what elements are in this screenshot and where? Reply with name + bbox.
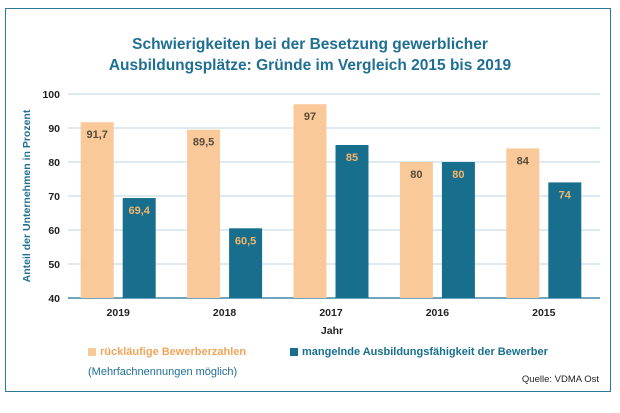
- legend-swatch-lacking-training-ability: [290, 348, 298, 356]
- y-tick-label-70: 70: [48, 191, 60, 203]
- multiple-answers-note: (Mehrfachnennungen möglich): [88, 366, 238, 378]
- bar-lacking-training-ability-2015: [548, 182, 582, 298]
- data-label-declining-applicants-2018: 89,5: [193, 137, 214, 149]
- bar-lacking-training-ability-2018: [229, 228, 263, 298]
- legend-swatch-declining-applicants: [88, 348, 96, 356]
- data-label-lacking-training-ability-2017: 85: [346, 152, 358, 164]
- bar-declining-applicants-2016: [399, 162, 433, 298]
- x-tick-label-2018: 2018: [213, 307, 237, 319]
- legend-label-lacking-training-ability: mangelnde Ausbildungsfähigkeit der Bewer…: [302, 346, 548, 358]
- y-tick-label-90: 90: [48, 123, 60, 135]
- data-label-lacking-training-ability-2015: 74: [559, 189, 572, 201]
- data-label-declining-applicants-2017: 97: [304, 111, 316, 123]
- legend-item-declining-applicants: rückläufige Bewerberzahlen: [88, 346, 246, 358]
- y-axis-label: Anteil der Unternehmen in Prozent: [21, 109, 33, 282]
- chart-title: Schwierigkeiten bei der Besetzung gewerb…: [0, 34, 620, 76]
- x-tick-label-2015: 2015: [532, 307, 556, 319]
- bar-declining-applicants-2017: [293, 104, 327, 298]
- data-label-declining-applicants-2016: 80: [410, 169, 422, 181]
- source-label: Quelle: VDMA Ost: [521, 374, 599, 385]
- y-tick-label-100: 100: [42, 89, 60, 101]
- bar-lacking-training-ability-2016: [441, 162, 475, 298]
- x-axis-label: Jahr: [321, 325, 343, 337]
- bar-lacking-training-ability-2017: [335, 145, 369, 298]
- data-label-declining-applicants-2019: 91,7: [86, 129, 107, 141]
- y-tick-label-80: 80: [48, 157, 60, 169]
- bar-declining-applicants-2018: [187, 129, 221, 298]
- bar-declining-applicants-2015: [506, 148, 540, 298]
- x-tick-label-2017: 2017: [319, 307, 343, 319]
- x-tick-label-2019: 2019: [107, 307, 131, 319]
- x-tick-label-2016: 2016: [426, 307, 450, 319]
- bar-lacking-training-ability-2019: [122, 198, 156, 298]
- chart-title-line-1: Schwierigkeiten bei der Besetzung gewerb…: [132, 36, 488, 53]
- chart-title-line-2: Ausbildungsplätze: Gründe im Vergleich 2…: [108, 57, 512, 74]
- data-label-lacking-training-ability-2016: 80: [452, 169, 464, 181]
- y-tick-label-50: 50: [48, 259, 60, 271]
- bar-declining-applicants-2019: [80, 122, 114, 298]
- data-label-declining-applicants-2015: 84: [517, 155, 530, 167]
- data-label-lacking-training-ability-2018: 60,5: [235, 235, 256, 247]
- data-label-lacking-training-ability-2019: 69,4: [128, 205, 150, 217]
- y-tick-label-40: 40: [48, 293, 60, 305]
- y-tick-label-60: 60: [48, 225, 60, 237]
- legend-item-lacking-training-ability: mangelnde Ausbildungsfähigkeit der Bewer…: [290, 346, 548, 358]
- legend-label-declining-applicants: rückläufige Bewerberzahlen: [100, 346, 247, 358]
